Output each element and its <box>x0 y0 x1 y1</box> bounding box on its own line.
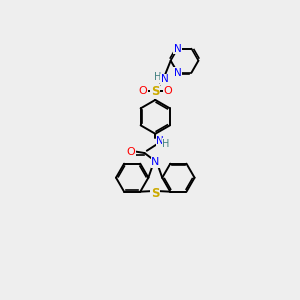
Text: H: H <box>162 139 170 149</box>
Text: S: S <box>151 188 160 200</box>
Text: N: N <box>161 74 168 84</box>
Text: O: O <box>126 147 135 157</box>
Text: S: S <box>151 85 160 98</box>
Text: N: N <box>151 157 160 167</box>
Text: O: O <box>163 86 172 96</box>
Text: N: N <box>156 136 164 146</box>
Text: O: O <box>139 86 147 96</box>
Text: N: N <box>174 68 182 78</box>
Text: N: N <box>174 44 182 54</box>
Text: H: H <box>154 72 161 82</box>
